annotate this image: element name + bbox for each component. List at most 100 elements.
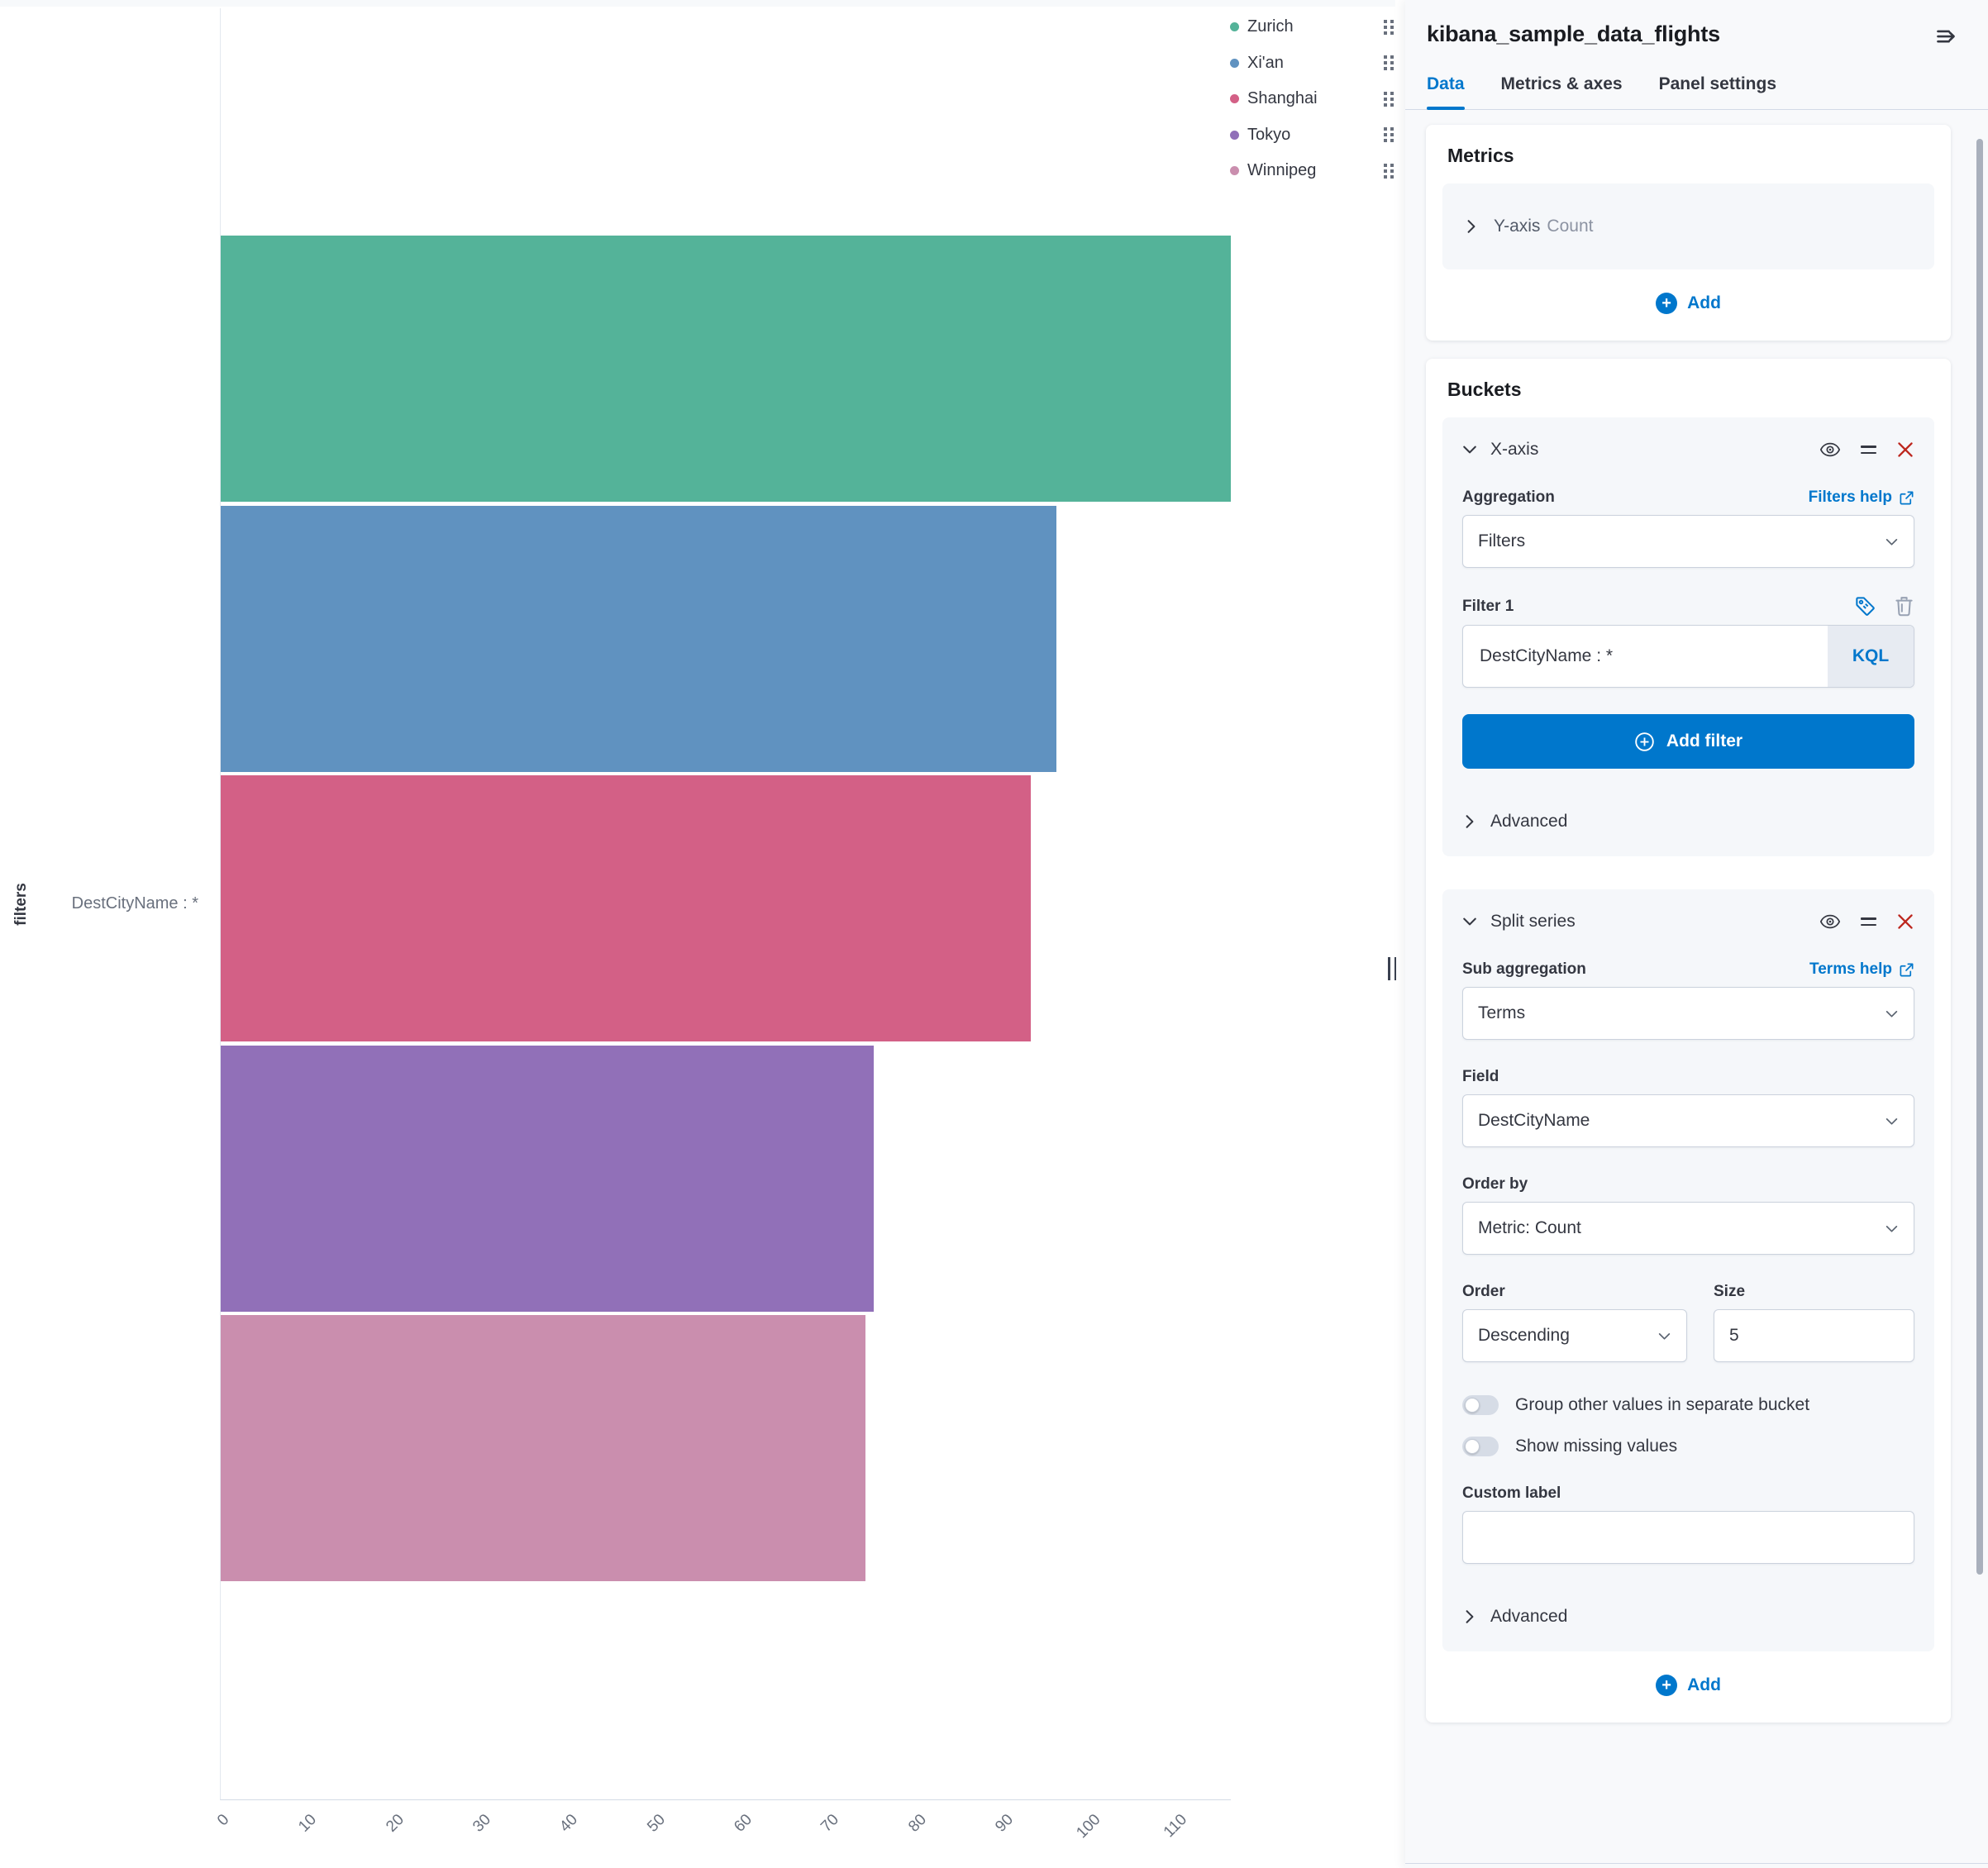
- group-other-values-toggle-row[interactable]: Group other values in separate bucket: [1462, 1395, 1914, 1415]
- sub-aggregation-select[interactable]: Terms: [1462, 987, 1914, 1040]
- split-series-bucket-section: Split series Sub aggregation: [1442, 889, 1934, 1651]
- bar-xi-an[interactable]: [221, 505, 1057, 772]
- toggle-switch-off[interactable]: [1462, 1395, 1499, 1415]
- split-series-advanced-accordion[interactable]: Advanced: [1462, 1607, 1914, 1627]
- terms-help-link[interactable]: Terms help: [1809, 960, 1914, 979]
- bar-tokyo[interactable]: [221, 1045, 875, 1312]
- panel-bottom-divider: [1405, 1863, 1988, 1864]
- filters-help-link[interactable]: Filters help: [1809, 488, 1914, 507]
- x-axis-advanced-accordion[interactable]: Advanced: [1462, 812, 1914, 832]
- legend-item-zurich[interactable]: Zurich: [1230, 9, 1394, 45]
- metrics-card: Metrics Y-axis Count + Add: [1426, 125, 1951, 341]
- buckets-card: Buckets X-axis: [1426, 359, 1951, 1723]
- legend-drag-grip-icon[interactable]: [1384, 19, 1394, 35]
- panel-resize-handle[interactable]: [1388, 957, 1396, 980]
- eye-toggle-visibility-icon[interactable]: [1819, 911, 1841, 932]
- chevron-down-icon: [1885, 1007, 1899, 1021]
- panel-scrollbar[interactable]: [1976, 139, 1983, 1575]
- x-axis-actions: [1819, 439, 1914, 460]
- chevron-down-icon: [1462, 914, 1477, 929]
- tag-filter-icon[interactable]: [1855, 596, 1876, 617]
- delete-bucket-icon[interactable]: [1896, 441, 1914, 459]
- metric-item-label: Y-axis Count: [1494, 217, 1594, 236]
- drag-handle-icon[interactable]: [1861, 445, 1876, 455]
- drag-handle-icon[interactable]: [1861, 917, 1876, 927]
- size-input-wrap: [1714, 1309, 1914, 1362]
- legend-color-dot: [1230, 58, 1239, 68]
- category-axis-title: filters: [12, 883, 30, 926]
- order-by-label: Order by: [1462, 1175, 1528, 1193]
- tab-data[interactable]: Data: [1427, 74, 1465, 110]
- panel-tabs: Data Metrics & axes Panel settings: [1405, 74, 1988, 110]
- metrics-heading: Metrics: [1447, 145, 1514, 166]
- bar-shanghai[interactable]: [221, 775, 1031, 1041]
- aggregation-select[interactable]: Filters: [1462, 515, 1914, 568]
- chevron-down-icon: [1885, 1222, 1899, 1236]
- custom-label-input[interactable]: [1478, 1512, 1899, 1563]
- legend-drag-grip-icon[interactable]: [1384, 163, 1394, 179]
- legend-drag-grip-icon[interactable]: [1384, 127, 1394, 143]
- legend-label: Xi'an: [1247, 53, 1284, 72]
- legend-label: Winnipeg: [1247, 161, 1317, 180]
- menu-right-icon: [1935, 25, 1958, 48]
- legend-drag-grip-icon[interactable]: [1384, 55, 1394, 71]
- bar-winnipeg[interactable]: [221, 1315, 865, 1581]
- buckets-heading: Buckets: [1447, 379, 1522, 400]
- chevron-down-icon: [1462, 442, 1477, 457]
- split-series-accordion-header[interactable]: Split series: [1462, 911, 1914, 932]
- delete-bucket-icon[interactable]: [1896, 913, 1914, 931]
- field-select[interactable]: DestCityName: [1462, 1094, 1914, 1147]
- legend-color-dot: [1230, 22, 1239, 32]
- split-series-title: Split series: [1490, 912, 1576, 931]
- legend-item-winnipeg[interactable]: Winnipeg: [1230, 153, 1394, 189]
- panel-header: kibana_sample_data_flights: [1405, 0, 1988, 48]
- delete-filter-trash-icon[interactable]: [1894, 596, 1914, 617]
- legend-label: Tokyo: [1247, 125, 1291, 144]
- legend-item-shanghai[interactable]: Shanghai: [1230, 81, 1394, 117]
- external-link-icon: [1899, 962, 1914, 978]
- add-metric-button[interactable]: + Add: [1442, 269, 1934, 319]
- custom-label-input-wrap: [1462, 1511, 1914, 1564]
- legend-drag-grip-icon[interactable]: [1384, 91, 1394, 107]
- split-series-actions: [1819, 911, 1914, 932]
- filter-query-input[interactable]: [1463, 626, 1828, 687]
- kql-language-button[interactable]: KQL: [1828, 626, 1914, 687]
- show-missing-values-toggle-row[interactable]: Show missing values: [1462, 1437, 1914, 1456]
- field-label: Field: [1462, 1068, 1499, 1085]
- legend-item-tokyo[interactable]: Tokyo: [1230, 117, 1394, 154]
- legend-label: Zurich: [1247, 17, 1294, 36]
- add-filter-button[interactable]: Add filter: [1462, 714, 1914, 769]
- panel-body: Metrics Y-axis Count + Add Buckets: [1405, 110, 1988, 1723]
- x-axis-bucket-section: X-axis Aggregation: [1442, 417, 1934, 856]
- order-by-select[interactable]: Metric: Count: [1462, 1202, 1914, 1255]
- chevron-down-icon: [1885, 535, 1899, 549]
- order-select[interactable]: Descending: [1462, 1309, 1687, 1362]
- bar-zurich[interactable]: [221, 236, 1231, 502]
- legend-color-dot: [1230, 166, 1239, 176]
- chevron-right-icon: [1462, 814, 1477, 829]
- x-axis-accordion-header[interactable]: X-axis: [1462, 439, 1914, 460]
- collapse-panel-button[interactable]: [1935, 25, 1958, 48]
- aggregation-label: Aggregation: [1462, 488, 1555, 506]
- tab-panel-settings[interactable]: Panel settings: [1658, 74, 1777, 93]
- toggle-switch-off[interactable]: [1462, 1437, 1499, 1456]
- legend-color-dot: [1230, 94, 1239, 104]
- plus-circle-outline-icon: [1634, 731, 1655, 752]
- x-axis-title: X-axis: [1490, 440, 1539, 459]
- filter-1-label: Filter 1: [1462, 597, 1514, 615]
- eye-toggle-visibility-icon[interactable]: [1819, 439, 1841, 460]
- size-label: Size: [1714, 1283, 1746, 1300]
- filter-query-input-group: KQL: [1462, 625, 1914, 688]
- index-pattern-title: kibana_sample_data_flights: [1427, 21, 1720, 46]
- custom-label-label: Custom label: [1462, 1484, 1561, 1502]
- filter-query-value[interactable]: [1480, 626, 1811, 687]
- legend-item-xi-an[interactable]: Xi'an: [1230, 45, 1394, 82]
- plus-circle-icon: +: [1656, 1675, 1678, 1696]
- y-axis-metric-accordion[interactable]: Y-axis Count: [1442, 183, 1934, 269]
- tab-metrics-axes[interactable]: Metrics & axes: [1500, 74, 1623, 93]
- add-bucket-button[interactable]: + Add: [1442, 1651, 1934, 1701]
- size-input[interactable]: [1729, 1310, 1899, 1361]
- legend-color-dot: [1230, 130, 1239, 140]
- chevron-right-icon: [1462, 1609, 1477, 1624]
